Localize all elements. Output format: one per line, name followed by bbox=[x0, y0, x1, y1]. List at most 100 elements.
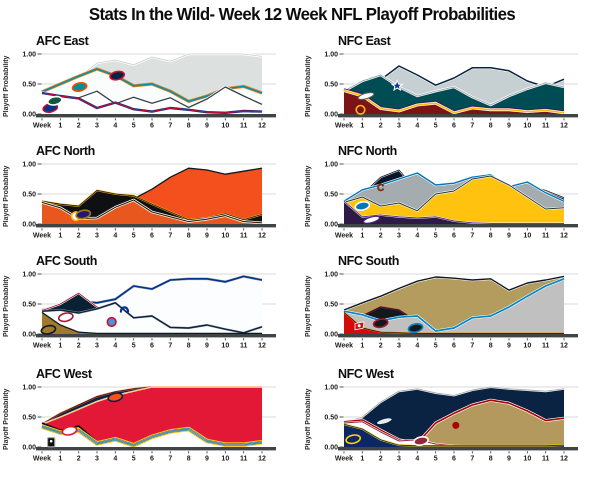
svg-text:0.50: 0.50 bbox=[324, 414, 338, 421]
svg-text:0.00: 0.00 bbox=[22, 331, 36, 338]
svg-text:11: 11 bbox=[542, 123, 550, 130]
chiefs-logo-icon bbox=[61, 425, 78, 436]
svg-text:4: 4 bbox=[415, 456, 419, 463]
svg-text:6: 6 bbox=[452, 233, 456, 240]
buccaneers-logo-icon bbox=[354, 321, 365, 333]
svg-text:Week: Week bbox=[33, 343, 51, 350]
svg-text:0.00: 0.00 bbox=[22, 111, 36, 118]
svg-text:4: 4 bbox=[113, 456, 117, 463]
svg-text:2: 2 bbox=[77, 343, 81, 350]
svg-text:1.00: 1.00 bbox=[324, 271, 338, 278]
svg-text:8: 8 bbox=[187, 343, 191, 350]
svg-text:Week: Week bbox=[335, 233, 353, 240]
chart-title: NFC East bbox=[338, 34, 391, 48]
svg-text:5: 5 bbox=[132, 456, 136, 463]
svg-text:1: 1 bbox=[360, 123, 364, 130]
svg-text:5: 5 bbox=[132, 343, 136, 350]
area-eagles bbox=[344, 75, 564, 114]
svg-text:3: 3 bbox=[95, 456, 99, 463]
svg-text:1.00: 1.00 bbox=[324, 384, 338, 391]
svg-text:10: 10 bbox=[221, 123, 229, 130]
area-jaguars bbox=[42, 312, 262, 334]
49ers-logo-icon bbox=[450, 420, 461, 431]
rams-logo-icon bbox=[345, 434, 362, 445]
redskins-logo-icon bbox=[355, 104, 366, 115]
svg-text:7: 7 bbox=[168, 123, 172, 130]
svg-text:4: 4 bbox=[113, 343, 117, 350]
svg-text:10: 10 bbox=[523, 456, 531, 463]
svg-text:10: 10 bbox=[523, 343, 531, 350]
bears-logo-icon: C bbox=[377, 183, 385, 194]
area-steelers bbox=[42, 190, 262, 224]
svg-text:11: 11 bbox=[240, 343, 248, 350]
svg-text:4: 4 bbox=[113, 233, 117, 240]
svg-text:7: 7 bbox=[470, 456, 474, 463]
chart-title: AFC West bbox=[36, 367, 92, 381]
svg-text:8: 8 bbox=[489, 343, 493, 350]
panthers-logo-icon bbox=[407, 323, 424, 333]
svg-text:3: 3 bbox=[397, 343, 401, 350]
svg-text:6: 6 bbox=[150, 233, 154, 240]
texans-logo-icon bbox=[57, 312, 74, 323]
svg-text:6: 6 bbox=[452, 123, 456, 130]
svg-text:12: 12 bbox=[258, 233, 266, 240]
svg-text:5: 5 bbox=[132, 123, 136, 130]
svg-text:0.00: 0.00 bbox=[324, 331, 338, 338]
svg-text:4: 4 bbox=[415, 123, 419, 130]
lions-logo-icon bbox=[354, 201, 371, 211]
svg-text:2: 2 bbox=[77, 123, 81, 130]
svg-text:1: 1 bbox=[58, 343, 62, 350]
svg-text:1.00: 1.00 bbox=[22, 271, 36, 278]
svg-text:2: 2 bbox=[379, 123, 383, 130]
falcons-logo-icon bbox=[372, 318, 389, 329]
svg-text:1: 1 bbox=[58, 123, 62, 130]
subplot-nfc-west: NFC West Playoff Probability 1.00 0.50 0.0… bbox=[302, 366, 604, 474]
svg-text:4: 4 bbox=[415, 233, 419, 240]
svg-text:11: 11 bbox=[542, 343, 550, 350]
svg-text:Week: Week bbox=[33, 123, 51, 130]
svg-text:4: 4 bbox=[113, 123, 117, 130]
svg-text:3: 3 bbox=[397, 123, 401, 130]
ravens-logo-icon bbox=[75, 209, 92, 220]
chart-title: AFC East bbox=[36, 34, 89, 48]
svg-text:12: 12 bbox=[258, 123, 266, 130]
svg-text:7: 7 bbox=[168, 233, 172, 240]
svg-text:8: 8 bbox=[187, 233, 191, 240]
svg-text:6: 6 bbox=[452, 343, 456, 350]
titans-logo-icon bbox=[106, 316, 117, 328]
svg-text:5: 5 bbox=[434, 123, 438, 130]
svg-text:10: 10 bbox=[221, 456, 229, 463]
svg-text:5: 5 bbox=[434, 233, 438, 240]
subplot-nfc-south: NFC South Playoff Probability 1.00 0.50 0.… bbox=[302, 253, 604, 361]
svg-text:5: 5 bbox=[434, 343, 438, 350]
svg-text:8: 8 bbox=[187, 456, 191, 463]
svg-text:1: 1 bbox=[360, 456, 364, 463]
svg-text:6: 6 bbox=[150, 123, 154, 130]
svg-text:Week: Week bbox=[33, 233, 51, 240]
area-buccaneers bbox=[344, 312, 564, 334]
subplot-afc-west: AFC West Playoff Probability 1.00 0.50 0.0… bbox=[0, 366, 302, 474]
svg-text:1: 1 bbox=[58, 233, 62, 240]
svg-text:Week: Week bbox=[335, 343, 353, 350]
svg-text:2: 2 bbox=[379, 233, 383, 240]
svg-text:12: 12 bbox=[560, 123, 568, 130]
area-bengals bbox=[42, 168, 262, 224]
colts-logo-icon bbox=[119, 306, 130, 313]
chart-title: NFC West bbox=[338, 367, 394, 381]
svg-text:Week: Week bbox=[33, 456, 51, 463]
svg-text:0.50: 0.50 bbox=[22, 191, 36, 198]
jaguars-logo-icon bbox=[40, 324, 57, 335]
area-panthers bbox=[344, 278, 564, 334]
chart-title: NFC North bbox=[338, 144, 397, 158]
svg-text:12: 12 bbox=[258, 456, 266, 463]
svg-text:0.00: 0.00 bbox=[324, 221, 338, 228]
svg-text:0.50: 0.50 bbox=[22, 81, 36, 88]
svg-text:9: 9 bbox=[507, 123, 511, 130]
svg-text:7: 7 bbox=[470, 343, 474, 350]
svg-text:Week: Week bbox=[335, 123, 353, 130]
